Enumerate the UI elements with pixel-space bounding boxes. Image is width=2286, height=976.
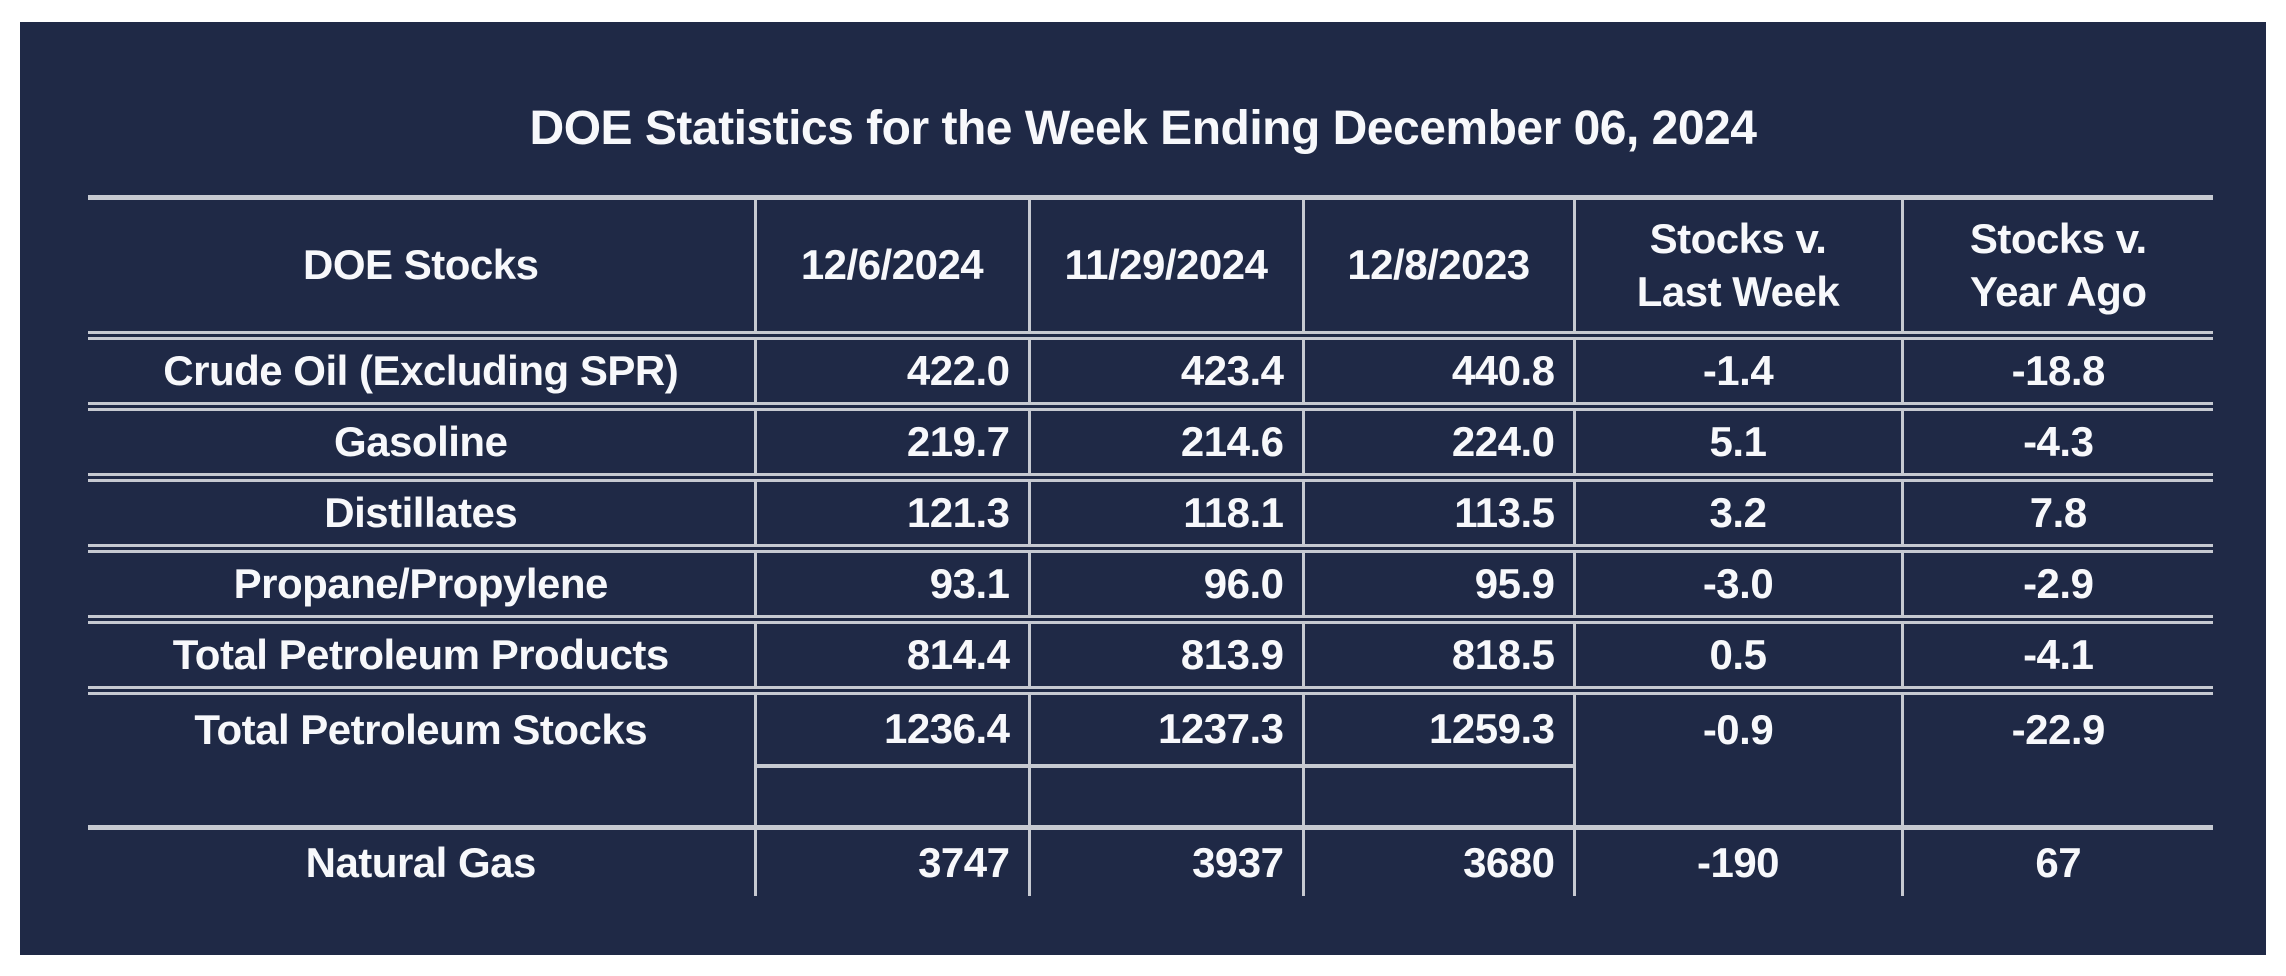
row-label: Propane/Propylene [88, 548, 757, 624]
doe-statistics-table: DOE Stocks 12/6/2024 11/29/2024 12/8/202… [88, 195, 2213, 896]
cell-value: 1237.3 [1029, 690, 1305, 768]
cell-value: 0.5 [1574, 619, 1904, 695]
cell-value: -22.9 [2011, 706, 2106, 754]
cell-value: 818.5 [1303, 619, 1576, 695]
spacer-cell [1574, 765, 1904, 830]
cell-value: -4.3 [1902, 406, 2213, 482]
cell-value: -18.8 [1902, 335, 2213, 411]
cell-value: 813.9 [1029, 619, 1305, 695]
column-header-stocks-v-last-week: Stocks v. Last Week [1574, 195, 1904, 340]
cell-value: -3.0 [1574, 548, 1904, 624]
spacer-row [88, 765, 2213, 830]
spacer-cell [755, 765, 1031, 830]
cell-value: 93.1 [755, 548, 1031, 624]
cell-value: 3680 [1303, 827, 1576, 896]
cell-value: 423.4 [1029, 335, 1305, 411]
cell-value: 95.9 [1303, 548, 1576, 624]
cell-value: 214.6 [1029, 406, 1305, 482]
spacer-cell [1902, 765, 2213, 830]
row-label: Distillates [88, 477, 757, 553]
column-header-stocks-v-year-ago: Stocks v. Year Ago [1902, 195, 2213, 340]
cell-value: -0.9 [1574, 690, 1904, 766]
cell-value: -190 [1574, 827, 1904, 896]
cell-value: 96.0 [1029, 548, 1305, 624]
column-header-doe-stocks: DOE Stocks [88, 195, 757, 340]
cell-value: -4.1 [1902, 619, 2213, 695]
cell-value: 1259.3 [1303, 690, 1576, 768]
column-header-year-ago: 12/8/2023 [1303, 195, 1576, 340]
table-row-natural-gas: Natural Gas 3747 3937 3680 -190 67 [88, 827, 2213, 896]
column-header-last-week: 11/29/2024 [1029, 195, 1305, 340]
cell-value: 3.2 [1574, 477, 1904, 553]
table-row-propane-propylene: Propane/Propylene 93.1 96.0 95.9 -3.0 -2… [88, 548, 2213, 624]
row-label: Crude Oil (Excluding SPR) [88, 335, 757, 411]
cell-value: 118.1 [1029, 477, 1305, 553]
row-label: Gasoline [88, 406, 757, 482]
cell-value: 219.7 [755, 406, 1031, 482]
cell-value: 113.5 [1303, 477, 1576, 553]
header-row: DOE Stocks 12/6/2024 11/29/2024 12/8/202… [88, 195, 2213, 340]
table-row-crude-oil: Crude Oil (Excluding SPR) 422.0 423.4 44… [88, 335, 2213, 411]
cell-value: 224.0 [1303, 406, 1576, 482]
cell-value: 440.8 [1303, 335, 1576, 411]
spacer-cell [1303, 765, 1576, 830]
row-label: Total Petroleum Products [88, 619, 757, 695]
row-label: Natural Gas [88, 827, 757, 896]
column-header-current-week: 12/6/2024 [755, 195, 1031, 340]
table-row-total-petroleum-products: Total Petroleum Products 814.4 813.9 818… [88, 619, 2213, 695]
cell-value: 3747 [755, 827, 1031, 896]
cell-value: 7.8 [1902, 477, 2213, 553]
spacer-cell [88, 765, 757, 830]
table-row-total-petroleum-stocks: Total Petroleum Stocks 1236.4 1237.3 125… [88, 690, 2213, 768]
cell-value: 422.0 [755, 335, 1031, 411]
cell-value: -1.4 [1574, 335, 1904, 411]
cell-value: 121.3 [755, 477, 1031, 553]
doe-statistics-panel: DOE Statistics for the Week Ending Decem… [20, 22, 2266, 955]
table-row-gasoline: Gasoline 219.7 214.6 224.0 5.1 -4.3 [88, 406, 2213, 482]
cell-value: -2.9 [1902, 548, 2213, 624]
cell-value: 814.4 [755, 619, 1031, 695]
cell-value: 3937 [1029, 827, 1305, 896]
cell-value: 67 [2035, 838, 2082, 886]
table-row-distillates: Distillates 121.3 118.1 113.5 3.2 7.8 [88, 477, 2213, 553]
row-label: Total Petroleum Stocks [88, 690, 757, 766]
spacer-cell [1029, 765, 1305, 830]
table-title: DOE Statistics for the Week Ending Decem… [529, 102, 1757, 155]
cell-value: 1236.4 [755, 690, 1031, 768]
cell-value: 5.1 [1574, 406, 1904, 482]
